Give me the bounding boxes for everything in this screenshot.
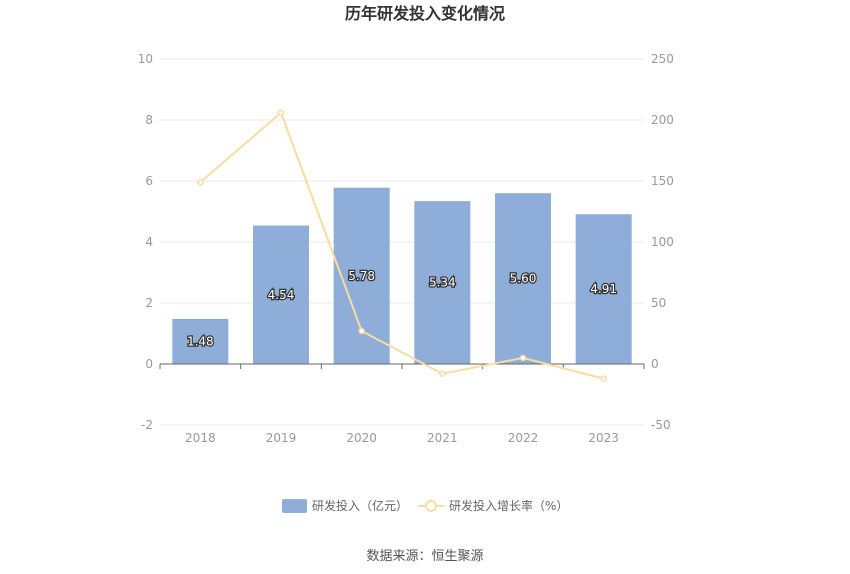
bar-value-label: 5.34	[429, 276, 456, 290]
bar	[414, 201, 471, 364]
data-source: 数据来源：恒生聚源	[366, 549, 483, 564]
right-tick-label: 100	[651, 235, 674, 249]
left-tick-label: -2	[141, 418, 153, 432]
line-point	[197, 178, 204, 186]
line-point	[519, 354, 527, 362]
x-tick-label: 2019	[266, 431, 297, 445]
chart-title: 历年研发投入变化情况	[345, 4, 505, 23]
left-tick-label: 10	[138, 52, 153, 66]
bar-value-label: 4.91	[590, 282, 617, 296]
left-tick-label: 6	[145, 174, 153, 188]
bar-series	[172, 187, 632, 364]
x-tick-label: 2018	[185, 431, 216, 445]
x-tick-label: 2022	[508, 431, 539, 445]
legend-swatch-line-marker	[425, 500, 437, 512]
growth-line	[199, 110, 604, 380]
x-tick-label: 2020	[346, 431, 377, 445]
bar-value-labels: 1.48 4.54 5.78 5.34 5.60 4.91	[186, 268, 619, 350]
right-tick-label: -50	[651, 418, 671, 432]
bar-value-label: 5.78	[348, 269, 375, 283]
legend-label-line: 研发投入增长率（%）	[449, 498, 568, 513]
bar	[333, 187, 390, 364]
line-series	[197, 109, 607, 382]
right-tick-label: 50	[651, 296, 666, 310]
legend-swatch-bar	[282, 499, 307, 513]
left-tick-label: 8	[145, 113, 153, 127]
right-tick-label: 0	[651, 357, 659, 371]
bar	[575, 214, 632, 364]
left-tick-label: 0	[145, 357, 153, 371]
line-point	[358, 327, 365, 335]
x-tick-label: 2021	[427, 431, 458, 445]
gridlines	[160, 58, 644, 426]
bar	[495, 193, 551, 364]
left-tick-label: 4	[145, 235, 153, 249]
bar-value-label: 5.60	[510, 272, 537, 286]
right-tick-label: 200	[651, 113, 674, 127]
line-point	[600, 375, 607, 382]
right-tick-label: 150	[651, 174, 674, 188]
right-tick-label: 250	[651, 52, 674, 66]
legend-label-bar: 研发投入（亿元）	[312, 498, 408, 513]
right-axis-ticks: -50 0 50 100 150 200 250	[651, 52, 674, 432]
bar-value-label: 1.48	[187, 334, 214, 348]
bar	[253, 225, 309, 364]
line-point	[277, 109, 285, 116]
x-axis-ticks: 2018 2019 2020 2021 2022 2023	[159, 364, 645, 445]
bar	[172, 318, 229, 364]
left-tick-label: 2	[145, 296, 153, 310]
x-tick-label: 2023	[588, 431, 619, 445]
bar-value-label: 4.54	[268, 288, 295, 302]
left-axis-ticks: -2 0 2 4 6 8 10	[138, 52, 153, 432]
legend[interactable]: 研发投入（亿元） 研发投入增长率（%）	[282, 498, 568, 513]
line-point	[439, 370, 446, 378]
